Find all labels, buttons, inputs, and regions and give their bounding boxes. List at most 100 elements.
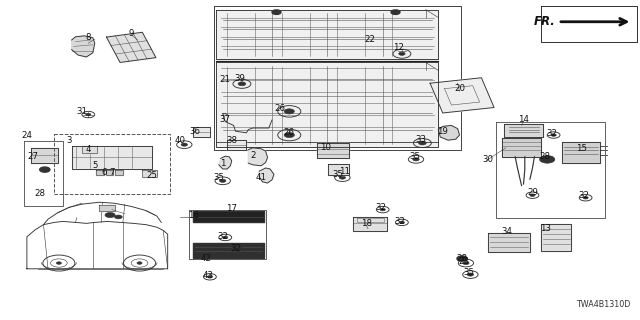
Polygon shape [219,156,232,169]
Polygon shape [353,217,387,231]
Polygon shape [488,233,530,252]
Circle shape [399,52,405,55]
Circle shape [223,236,228,239]
Text: 32: 32 [578,191,589,200]
Text: 32: 32 [394,217,406,226]
Polygon shape [216,62,438,147]
Circle shape [284,109,294,114]
Text: 39: 39 [235,74,245,83]
Text: 41: 41 [255,173,267,182]
Text: 13: 13 [540,224,551,233]
Circle shape [272,10,281,14]
Text: FR.: FR. [534,15,556,28]
Polygon shape [430,78,494,113]
Text: 15: 15 [575,144,587,153]
Polygon shape [541,224,571,251]
Text: 8: 8 [86,33,91,42]
Polygon shape [562,142,600,163]
Polygon shape [248,148,268,166]
Text: 4: 4 [86,145,91,154]
Text: 19: 19 [438,127,448,136]
Polygon shape [106,32,156,62]
Text: 33: 33 [415,135,427,144]
Text: 17: 17 [226,204,237,213]
Text: 6: 6 [101,168,106,177]
Circle shape [339,176,346,179]
Text: 35: 35 [213,173,225,182]
Text: 37: 37 [220,116,231,124]
Text: TWA4B1310D: TWA4B1310D [576,300,630,309]
Circle shape [105,212,115,218]
Circle shape [463,261,469,265]
Text: 30: 30 [482,155,493,164]
Text: 7: 7 [109,168,115,177]
Polygon shape [193,127,210,137]
Text: 14: 14 [518,116,529,124]
Circle shape [284,132,294,138]
Text: 42: 42 [200,254,212,263]
Text: 11: 11 [339,167,350,176]
Circle shape [399,221,404,224]
Text: 32: 32 [217,232,228,241]
Polygon shape [115,170,123,175]
Circle shape [220,179,226,182]
Text: 32: 32 [546,129,557,138]
Text: 31: 31 [76,107,88,116]
Polygon shape [227,140,246,150]
Polygon shape [502,138,541,157]
Polygon shape [96,170,104,175]
Circle shape [391,10,400,14]
Circle shape [583,196,588,199]
Circle shape [457,256,467,261]
Polygon shape [328,164,349,175]
Circle shape [551,134,556,136]
Circle shape [40,167,50,172]
Text: 26: 26 [275,104,286,113]
Text: 2: 2 [250,151,255,160]
Text: 20: 20 [454,84,465,93]
Text: 32: 32 [230,244,241,253]
Polygon shape [504,124,543,137]
Circle shape [115,215,122,219]
Text: 34: 34 [501,227,513,236]
Text: 35: 35 [463,268,474,277]
Polygon shape [438,125,460,140]
Text: 18: 18 [360,219,372,228]
Circle shape [413,158,419,161]
Text: 1: 1 [220,159,225,168]
Text: 28: 28 [456,254,468,263]
Circle shape [380,208,385,211]
Circle shape [181,143,188,146]
Circle shape [467,273,474,276]
Text: 40: 40 [175,136,186,145]
Text: 3: 3 [67,136,72,145]
Circle shape [530,194,535,196]
Circle shape [238,82,246,86]
Polygon shape [259,168,274,183]
Text: 9: 9 [129,29,134,38]
Circle shape [56,262,61,264]
Text: 5: 5 [92,161,97,170]
Text: 35: 35 [409,152,420,161]
Text: 10: 10 [319,143,331,152]
Polygon shape [216,10,438,59]
Polygon shape [193,211,264,222]
Polygon shape [99,205,115,211]
Text: 26: 26 [284,128,295,137]
Text: 35: 35 [332,170,344,179]
Polygon shape [193,243,264,258]
Text: 21: 21 [220,76,231,84]
Text: 22: 22 [364,36,376,44]
Text: 12: 12 [392,43,404,52]
Text: 27: 27 [28,152,39,161]
Text: 16: 16 [188,211,199,220]
Polygon shape [317,143,349,158]
Polygon shape [72,146,152,169]
Text: 24: 24 [21,132,33,140]
Circle shape [137,262,142,264]
Text: 28: 28 [540,152,551,161]
Circle shape [540,156,555,163]
Text: 36: 36 [189,127,201,136]
Polygon shape [106,170,113,175]
Text: 38: 38 [226,136,237,145]
